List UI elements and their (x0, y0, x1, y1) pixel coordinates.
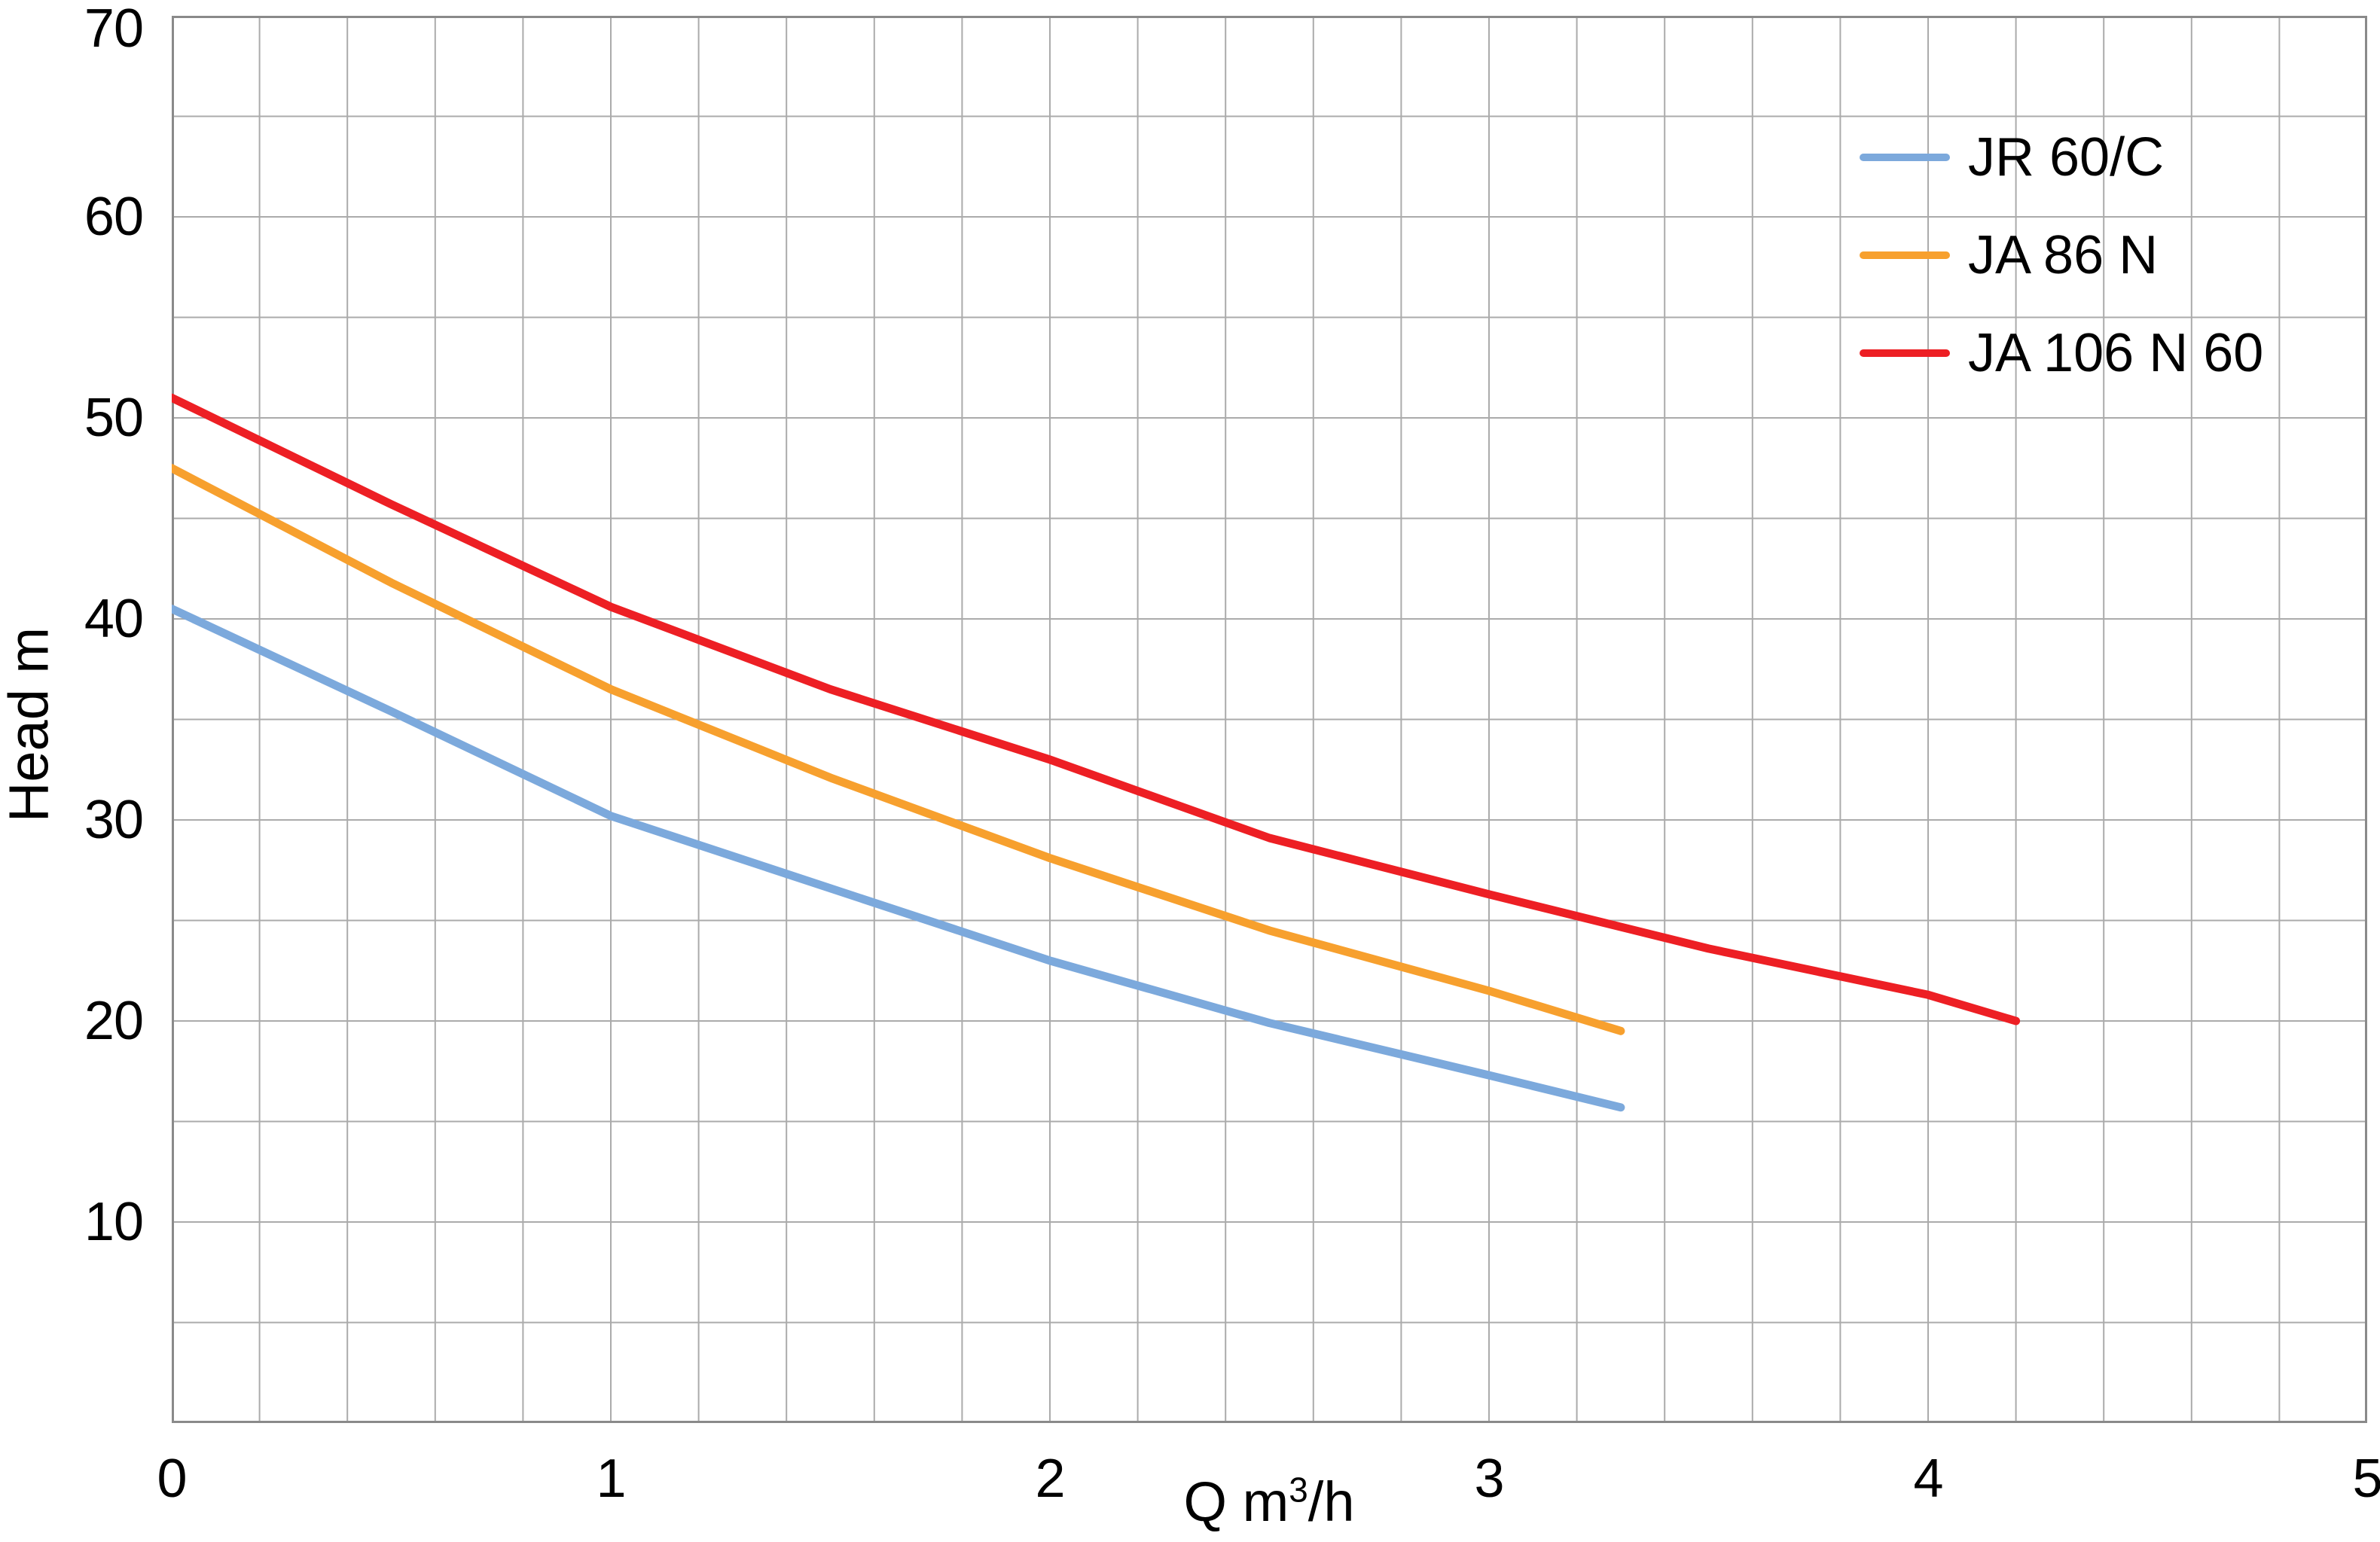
x-axis-title-suffix: /h (1307, 1470, 1355, 1533)
x-axis-title: Q m3/h (1081, 1470, 1457, 1534)
y-tick-label: 30 (84, 790, 144, 850)
x-tick-label: 2 (1035, 1449, 1065, 1509)
x-tick-label: 5 (2352, 1449, 2380, 1509)
legend-label: JA 106 N 60 (1968, 323, 2264, 383)
legend-item: JR 60/C (1860, 108, 2263, 206)
legend-item: JA 86 N (1860, 206, 2263, 304)
curve-ja-106-n-60 (172, 393, 2021, 1025)
legend-label: JR 60/C (1968, 127, 2165, 187)
curve-ja-86-n (172, 464, 1625, 1035)
legend-label: JA 86 N (1968, 225, 2159, 285)
legend-line-swatch (1860, 349, 1950, 357)
y-tick-label: 20 (84, 991, 144, 1051)
y-tick-label: 10 (84, 1192, 144, 1252)
x-tick-label: 1 (596, 1449, 626, 1509)
legend-line-swatch (1860, 251, 1950, 259)
y-axis-title-text: Head m (0, 626, 60, 823)
y-tick-label: 40 (84, 589, 144, 649)
x-axis-title-prefix: Q m (1183, 1470, 1289, 1533)
x-tick-label: 0 (157, 1449, 187, 1509)
y-tick-label: 50 (84, 388, 144, 448)
legend-item: JA 106 N 60 (1860, 304, 2263, 402)
y-tick-label: 70 (84, 0, 144, 59)
plot-canvas (172, 16, 2367, 1423)
x-tick-label: 3 (1474, 1449, 1504, 1509)
y-tick-label: 60 (84, 187, 144, 247)
plot-area (172, 16, 2367, 1423)
curve-jr-60-c (172, 605, 1625, 1112)
legend: JR 60/C JA 86 N JA 106 N 60 (1860, 108, 2263, 402)
x-axis-title-superscript: 3 (1289, 1470, 1308, 1510)
y-axis-title: Head m (0, 537, 61, 913)
legend-line-swatch (1860, 154, 1950, 161)
x-tick-label: 4 (1913, 1449, 1943, 1509)
plot-border (172, 16, 2367, 1423)
